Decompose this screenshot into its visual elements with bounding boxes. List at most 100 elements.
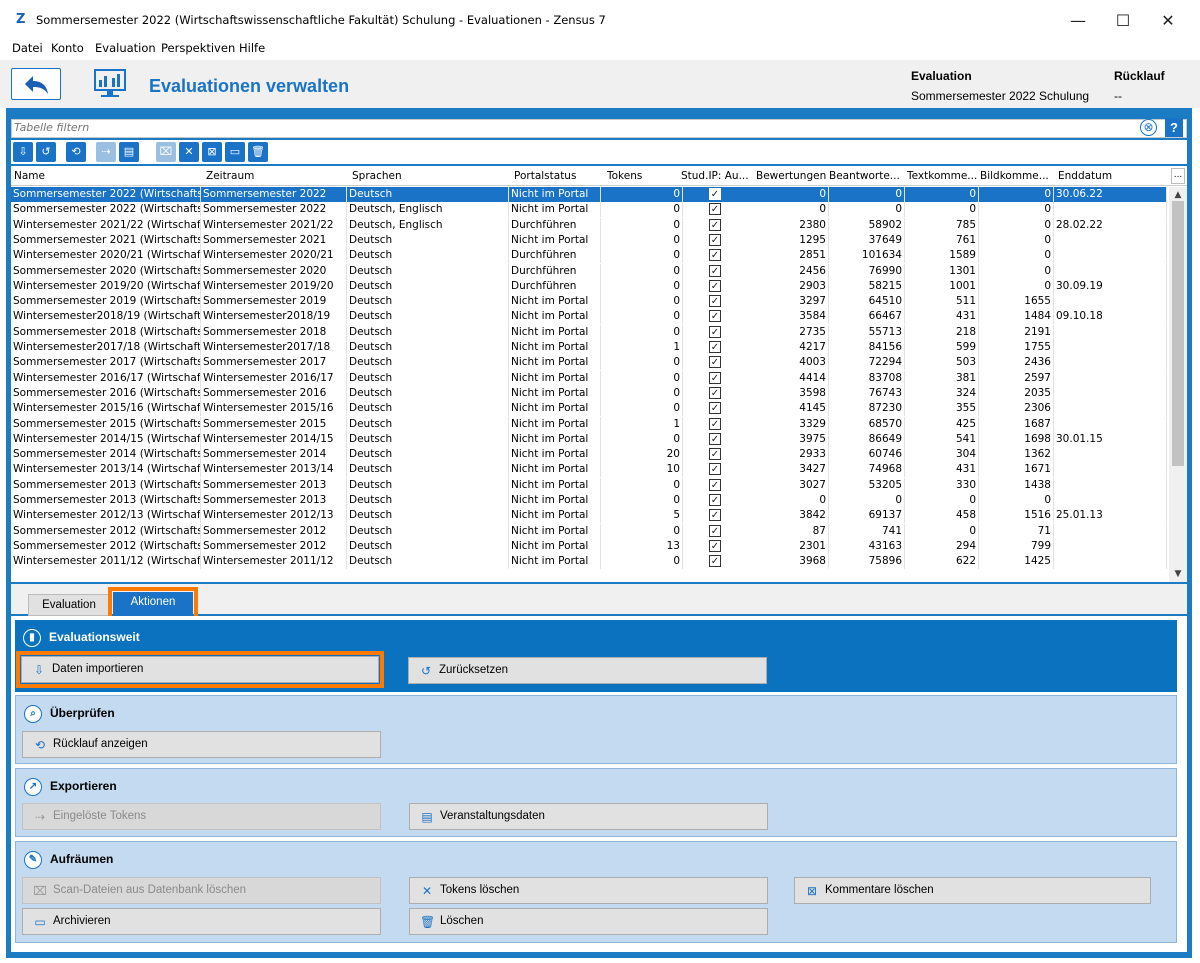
minimize-button[interactable]: —	[1070, 11, 1086, 30]
studip-checkbox[interactable]: ✓	[709, 188, 721, 200]
table-filter-input[interactable]	[14, 121, 1094, 134]
table-row[interactable]: Sommersemester 2013 (Wirtschafts... Somme…	[11, 477, 1167, 493]
scroll-down-icon[interactable]: ▼	[1174, 569, 1182, 579]
table-row[interactable]: Wintersemester 2012/13 (Wirtschaft... Win…	[11, 508, 1167, 524]
studip-checkbox[interactable]: ✓	[709, 249, 721, 262]
studip-checkbox[interactable]: ✓	[709, 478, 721, 491]
studip-checkbox[interactable]: ✓	[709, 432, 721, 445]
studip-checkbox[interactable]: ✓	[709, 295, 721, 308]
table-row[interactable]: Sommersemester 2021 (Wirtschafts... Somme…	[11, 232, 1167, 248]
studip-checkbox[interactable]: ✓	[709, 448, 721, 461]
scan-dateien-loeschen-button[interactable]: ⌧ Scan-Dateien aus Datenbank löschen	[22, 877, 381, 904]
studip-checkbox[interactable]: ✓	[709, 494, 721, 506]
table-row[interactable]: Sommersemester 2019 (Wirtschafts... Somme…	[11, 294, 1167, 310]
studip-checkbox[interactable]: ✓	[709, 463, 721, 476]
zuruecksetzen-button[interactable]: ↺ Zurücksetzen	[408, 657, 767, 684]
tab-aktionen[interactable]: Aktionen	[108, 587, 198, 621]
archivieren-button[interactable]: ▭ Archivieren	[22, 908, 381, 935]
studip-checkbox[interactable]: ✓	[709, 402, 721, 415]
table-row[interactable]: Wintersemester 2019/20 (Wirtschaft... Win…	[11, 278, 1167, 294]
veranstaltungsdaten-icon[interactable]: ▤	[119, 142, 139, 162]
studip-checkbox[interactable]: ✓	[709, 310, 721, 323]
studip-checkbox[interactable]: ✓	[709, 555, 721, 568]
studip-checkbox[interactable]: ✓	[709, 218, 721, 231]
studip-checkbox[interactable]: ✓	[709, 341, 721, 353]
loeschen-button[interactable]: 🗑 Löschen	[409, 908, 768, 935]
table-row[interactable]: Wintersemester2017/18 (Wirtschaft... Wint…	[11, 340, 1167, 355]
back-button[interactable]	[11, 68, 61, 100]
ruecklauf-anzeigen-button[interactable]: ⟲ Rücklauf anzeigen	[22, 731, 381, 758]
studip-checkbox[interactable]: ✓	[709, 386, 721, 399]
table-row[interactable]: Sommersemester 2012 (Wirtschafts... Somme…	[11, 523, 1167, 539]
veranstaltungsdaten-button[interactable]: ▤ Veranstaltungsdaten	[409, 803, 768, 830]
tokens-delete-icon[interactable]: ✕	[179, 142, 199, 162]
ruecklauf-icon[interactable]: ⟲	[66, 142, 86, 162]
table-row[interactable]: Wintersemester2018/19 (Wirtschaft... Wint…	[11, 309, 1167, 325]
archive-icon[interactable]: ▭	[225, 142, 245, 162]
tokens-loeschen-button[interactable]: ✕ Tokens löschen	[409, 877, 768, 904]
studip-checkbox[interactable]: ✓	[709, 524, 721, 537]
table-row[interactable]: Sommersemester 2013 (Wirtschafts... Somme…	[11, 493, 1167, 508]
studip-checkbox[interactable]: ✓	[709, 417, 721, 430]
table-row[interactable]: Sommersemester 2020 (Wirtschafts... Somme…	[11, 263, 1167, 279]
eingeloeste-tokens-button[interactable]: ⇢ Eingelöste Tokens	[22, 803, 381, 830]
comments-delete-icon[interactable]: ⊠	[202, 142, 222, 162]
studip-checkbox[interactable]: ✓	[709, 539, 721, 552]
studip-checkbox[interactable]: ✓	[709, 203, 721, 216]
trash-icon[interactable]: 🗑	[248, 142, 268, 162]
column-header-studip[interactable]: Stud.IP: Au...	[681, 170, 749, 182]
column-header-bildkommentare[interactable]: Bildkomme...	[980, 170, 1049, 182]
studip-checkbox[interactable]: ✓	[709, 264, 721, 277]
table-row[interactable]: Wintersemester 2015/16 (Wirtschaft... Win…	[11, 401, 1167, 417]
menu-perspektiven[interactable]: Perspektiven	[161, 41, 236, 55]
menu-hilfe[interactable]: Hilfe	[239, 41, 266, 55]
scroll-thumb[interactable]	[1172, 201, 1184, 466]
studip-checkbox[interactable]: ✓	[709, 356, 721, 369]
table-row[interactable]: Sommersemester 2012 (Wirtschafts... Somme…	[11, 538, 1167, 554]
studip-checkbox[interactable]: ✓	[709, 371, 721, 384]
table-row[interactable]: Wintersemester 2011/12 (Wirtschaft... Win…	[11, 554, 1167, 570]
reset-icon[interactable]: ↺	[36, 142, 56, 162]
table-row[interactable]: Wintersemester 2020/21 (Wirtschaft... Win…	[11, 248, 1167, 264]
table-row[interactable]: Sommersemester 2022 (Wirtschafts... Somme…	[11, 202, 1167, 218]
table-row[interactable]: Wintersemester 2014/15 (Wirtschaft... Win…	[11, 431, 1167, 447]
column-chooser-button[interactable]: ...	[1171, 168, 1185, 184]
import-icon[interactable]: ⇩	[13, 142, 33, 162]
table-row[interactable]: Sommersemester 2016 (Wirtschafts... Somme…	[11, 385, 1167, 401]
column-header-textkommentare[interactable]: Textkomme...	[907, 170, 978, 182]
table-row[interactable]: Sommersemester 2017 (Wirtschafts... Somme…	[11, 355, 1167, 371]
menu-evaluation[interactable]: Evaluation	[95, 41, 156, 55]
table-row[interactable]: Sommersemester 2015 (Wirtschafts... Somme…	[11, 416, 1167, 432]
column-header-enddatum[interactable]: Enddatum	[1058, 170, 1113, 182]
table-row[interactable]: Sommersemester 2014 (Wirtschafts... Somme…	[11, 447, 1167, 463]
clear-filter-icon[interactable]: ⊗	[1140, 119, 1157, 136]
tab-evaluation[interactable]: Evaluation	[28, 594, 110, 616]
column-header-sprachen[interactable]: Sprachen	[352, 170, 402, 182]
studip-checkbox[interactable]: ✓	[709, 279, 721, 292]
scroll-up-icon[interactable]: ▲	[1174, 190, 1182, 200]
close-button[interactable]: ✕	[1161, 11, 1175, 30]
column-header-tokens[interactable]: Tokens	[607, 170, 643, 182]
table-row[interactable]: Sommersemester 2022 (Wirtschafts... Somme…	[11, 187, 1167, 203]
table-row[interactable]: Sommersemester 2018 (Wirtschafts... Somme…	[11, 324, 1167, 340]
kommentare-loeschen-button[interactable]: ⊠ Kommentare löschen	[794, 877, 1151, 904]
column-header-name[interactable]: Name	[14, 170, 45, 182]
studip-checkbox[interactable]: ✓	[709, 325, 721, 338]
menu-datei[interactable]: Datei	[12, 41, 43, 55]
table-row[interactable]: Wintersemester 2016/17 (Wirtschaft... Win…	[11, 370, 1167, 386]
table-scrollbar[interactable]: ▲ ▼	[1169, 187, 1187, 582]
studip-checkbox[interactable]: ✓	[709, 233, 721, 246]
column-header-zeitraum[interactable]: Zeitraum	[206, 170, 255, 182]
daten-importieren-button[interactable]: ⇩ Daten importieren	[16, 651, 384, 688]
tokens-export-icon[interactable]: ⇢	[96, 142, 116, 162]
studip-checkbox[interactable]: ✓	[709, 509, 721, 522]
table-row[interactable]: Wintersemester 2021/22 (Wirtschaft... Win…	[11, 217, 1167, 233]
column-header-portalstatus[interactable]: Portalstatus	[514, 170, 577, 182]
column-header-beantwortet[interactable]: Beantworte...	[829, 170, 900, 182]
scan-delete-icon[interactable]: ⌧	[156, 142, 176, 162]
help-button[interactable]: ?	[1165, 118, 1183, 137]
menu-konto[interactable]: Konto	[51, 41, 84, 55]
maximize-button[interactable]: ☐	[1115, 11, 1131, 30]
table-row[interactable]: Wintersemester 2013/14 (Wirtschaft... Win…	[11, 462, 1167, 478]
column-header-bewertungen[interactable]: Bewertungen	[756, 170, 827, 182]
